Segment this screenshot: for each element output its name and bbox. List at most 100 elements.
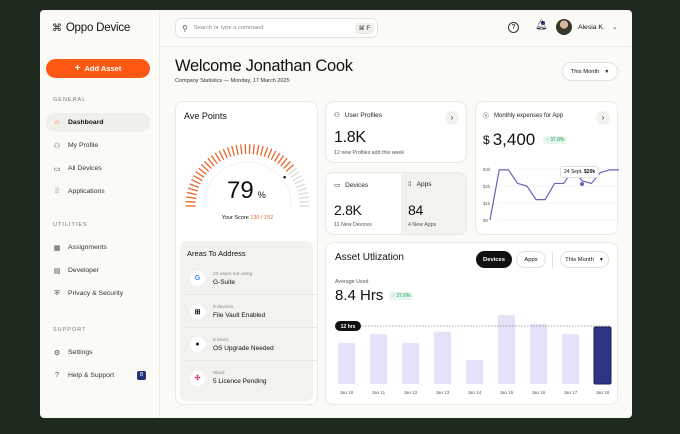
x-tick-label: Jan 14	[468, 390, 482, 395]
ave-points-card: Ave Points 79% Your Score 130 / 152 Area…	[175, 101, 318, 405]
sidebar-item-label: My Profile	[68, 142, 99, 149]
sidebar-item-developer[interactable]: ▤ Developer	[46, 261, 150, 280]
gauge-tick	[270, 150, 277, 161]
bell-icon[interactable]: 🔔︎	[535, 20, 548, 31]
bar	[593, 326, 612, 385]
x-tick-label: Jan 12	[404, 390, 418, 395]
shield-icon: ⛨	[54, 289, 60, 297]
gauge-tick	[226, 147, 232, 157]
sidebar-item-privacy-security[interactable]: ⛨ Privacy & Security	[46, 284, 150, 303]
chevron-down-icon[interactable]: ⌄	[612, 24, 618, 31]
areas-title: Areas To Address	[187, 249, 246, 258]
area-item[interactable]: ● 5 Macs OS Upgrade Needed	[186, 329, 317, 361]
gauge-tick	[267, 148, 273, 159]
asset-period-select[interactable]: This Month ▼	[560, 251, 609, 268]
help-icon[interactable]: ?	[508, 22, 519, 33]
gauge-unit: %	[257, 190, 266, 200]
expenses-amount: $3,400 ↑ 37.8%	[483, 130, 568, 150]
gauge-tick	[210, 155, 218, 165]
x-tick-label: Jan 16	[532, 390, 546, 395]
gauge-tick	[207, 157, 215, 167]
bar	[562, 334, 579, 384]
sidebar-item-label: Applications	[68, 188, 105, 195]
bar	[530, 324, 547, 384]
apps-panel[interactable]	[401, 173, 466, 234]
sidebar-item-applications[interactable]: ⁞⁞ Applications	[46, 182, 150, 201]
gauge-tick	[295, 183, 306, 189]
y-tick-label: $0	[483, 218, 489, 223]
asset-utilization-card: Asset Utlization Devices Apps This Month…	[325, 242, 618, 405]
gauge-tick	[260, 145, 264, 156]
expenses-change: ↑ 37.8%	[543, 136, 568, 144]
users-icon: ⚇	[53, 142, 61, 150]
tab-apps[interactable]: Apps	[516, 251, 546, 268]
help-icon: ?	[55, 372, 59, 379]
bar	[402, 342, 419, 384]
area-item[interactable]: ✣ Slack 5 Licence Pending	[186, 362, 317, 394]
section-utilities: UTILITIES	[53, 222, 88, 228]
users-icon: ⚇	[334, 112, 340, 119]
y-tick-label: $2k	[483, 184, 491, 189]
grid-icon: ⁞⁞	[55, 188, 59, 195]
sidebar-item-assignments[interactable]: ▦ Assignments	[46, 238, 150, 257]
sidebar-item-dashboard[interactable]: ⌂ Dashboard	[46, 113, 150, 132]
logo: ⌘ Oppo Device	[52, 22, 130, 34]
user-profiles-card[interactable]: ⚇ User Profiles › 1.8K 12 new Profiles ad…	[325, 101, 467, 163]
area-item[interactable]: G 24 users not using G-Suite	[186, 263, 317, 295]
user-profiles-value: 1.8K	[334, 129, 366, 146]
notification-dot	[541, 21, 545, 25]
currency: $	[483, 133, 490, 147]
ave-points-title: Ave Points	[184, 111, 227, 121]
x-tick-label: Jan 17	[564, 390, 578, 395]
period-select[interactable]: This Month ▼	[562, 62, 618, 81]
chevron-right-icon[interactable]: ›	[445, 111, 459, 125]
y-tick-label: $1k	[483, 201, 491, 206]
gauge-tick	[292, 175, 302, 182]
tab-devices[interactable]: Devices	[476, 251, 512, 268]
sidebar-item-label: Dashboard	[68, 119, 104, 126]
bar	[466, 359, 483, 384]
area-sub: 24 users not using	[213, 271, 253, 277]
x-tick-label: Jan 18	[596, 390, 610, 395]
home-icon: ⌂	[54, 119, 60, 126]
gauge-tick	[252, 144, 255, 155]
user-name[interactable]: Alesia K.	[578, 24, 605, 31]
dollar-circle-icon: ⓢ	[483, 114, 490, 120]
area-item[interactable]: ⊞ 9 devices File Vault Enabled	[186, 296, 317, 328]
section-support: SUPPORT	[53, 327, 87, 333]
avg-label: Average Used	[335, 279, 369, 285]
gauge-marker	[283, 175, 286, 179]
score-gauge	[185, 144, 310, 207]
sidebar-item-help-support[interactable]: ? Help & Support 8	[46, 366, 150, 385]
devices-title: Devices	[345, 181, 369, 189]
gauge-tick	[200, 164, 210, 172]
sidebar-item-settings[interactable]: ⚙ Settings	[46, 343, 150, 362]
gauge-tick	[277, 155, 285, 165]
search-icon: ⚲	[182, 23, 188, 33]
sidebar-item-my-profile[interactable]: ⚇ My Profile	[46, 136, 150, 155]
avatar[interactable]	[556, 19, 572, 35]
x-tick-label: Jan 13	[436, 390, 450, 395]
areas-panel: Areas To Address G 24 users not using G-Su…	[180, 241, 317, 401]
tooltip-value: $20k	[584, 169, 596, 175]
apps-title: Apps	[416, 181, 432, 188]
divider	[552, 251, 553, 268]
reference-label: 12 hrs	[341, 324, 356, 330]
bar	[370, 334, 387, 384]
chevron-right-icon[interactable]: ›	[596, 111, 610, 125]
sidebar-item-all-devices[interactable]: ▭ All Devices	[46, 159, 150, 178]
apps-value: 84	[408, 202, 423, 218]
asset-bar-chart: Jan 10 Jan 11 Jan 12 Jan 13 Jan 14 Jan 15 Jan …	[335, 314, 612, 395]
gauge-tick	[256, 144, 260, 155]
gauge-tick	[214, 152, 221, 162]
add-asset-button[interactable]: + Add Asset	[46, 59, 150, 78]
avg-value: 8.4 Hrs	[335, 287, 384, 304]
gauge-tick	[203, 160, 212, 170]
area-label: OS Upgrade Needed	[213, 344, 274, 352]
search-input[interactable]: ⚲ Search or type a command ⌘ F	[175, 18, 378, 38]
devices-apps-card: ▭ Devices 2.8K 11 New Devices ⁞⁞ Apps 84 4…	[325, 172, 467, 235]
gauge-tick	[240, 144, 243, 155]
grid-icon: ⁞⁞	[408, 181, 412, 188]
gauge-tick	[283, 160, 292, 170]
apple-icon: ●	[190, 337, 205, 352]
